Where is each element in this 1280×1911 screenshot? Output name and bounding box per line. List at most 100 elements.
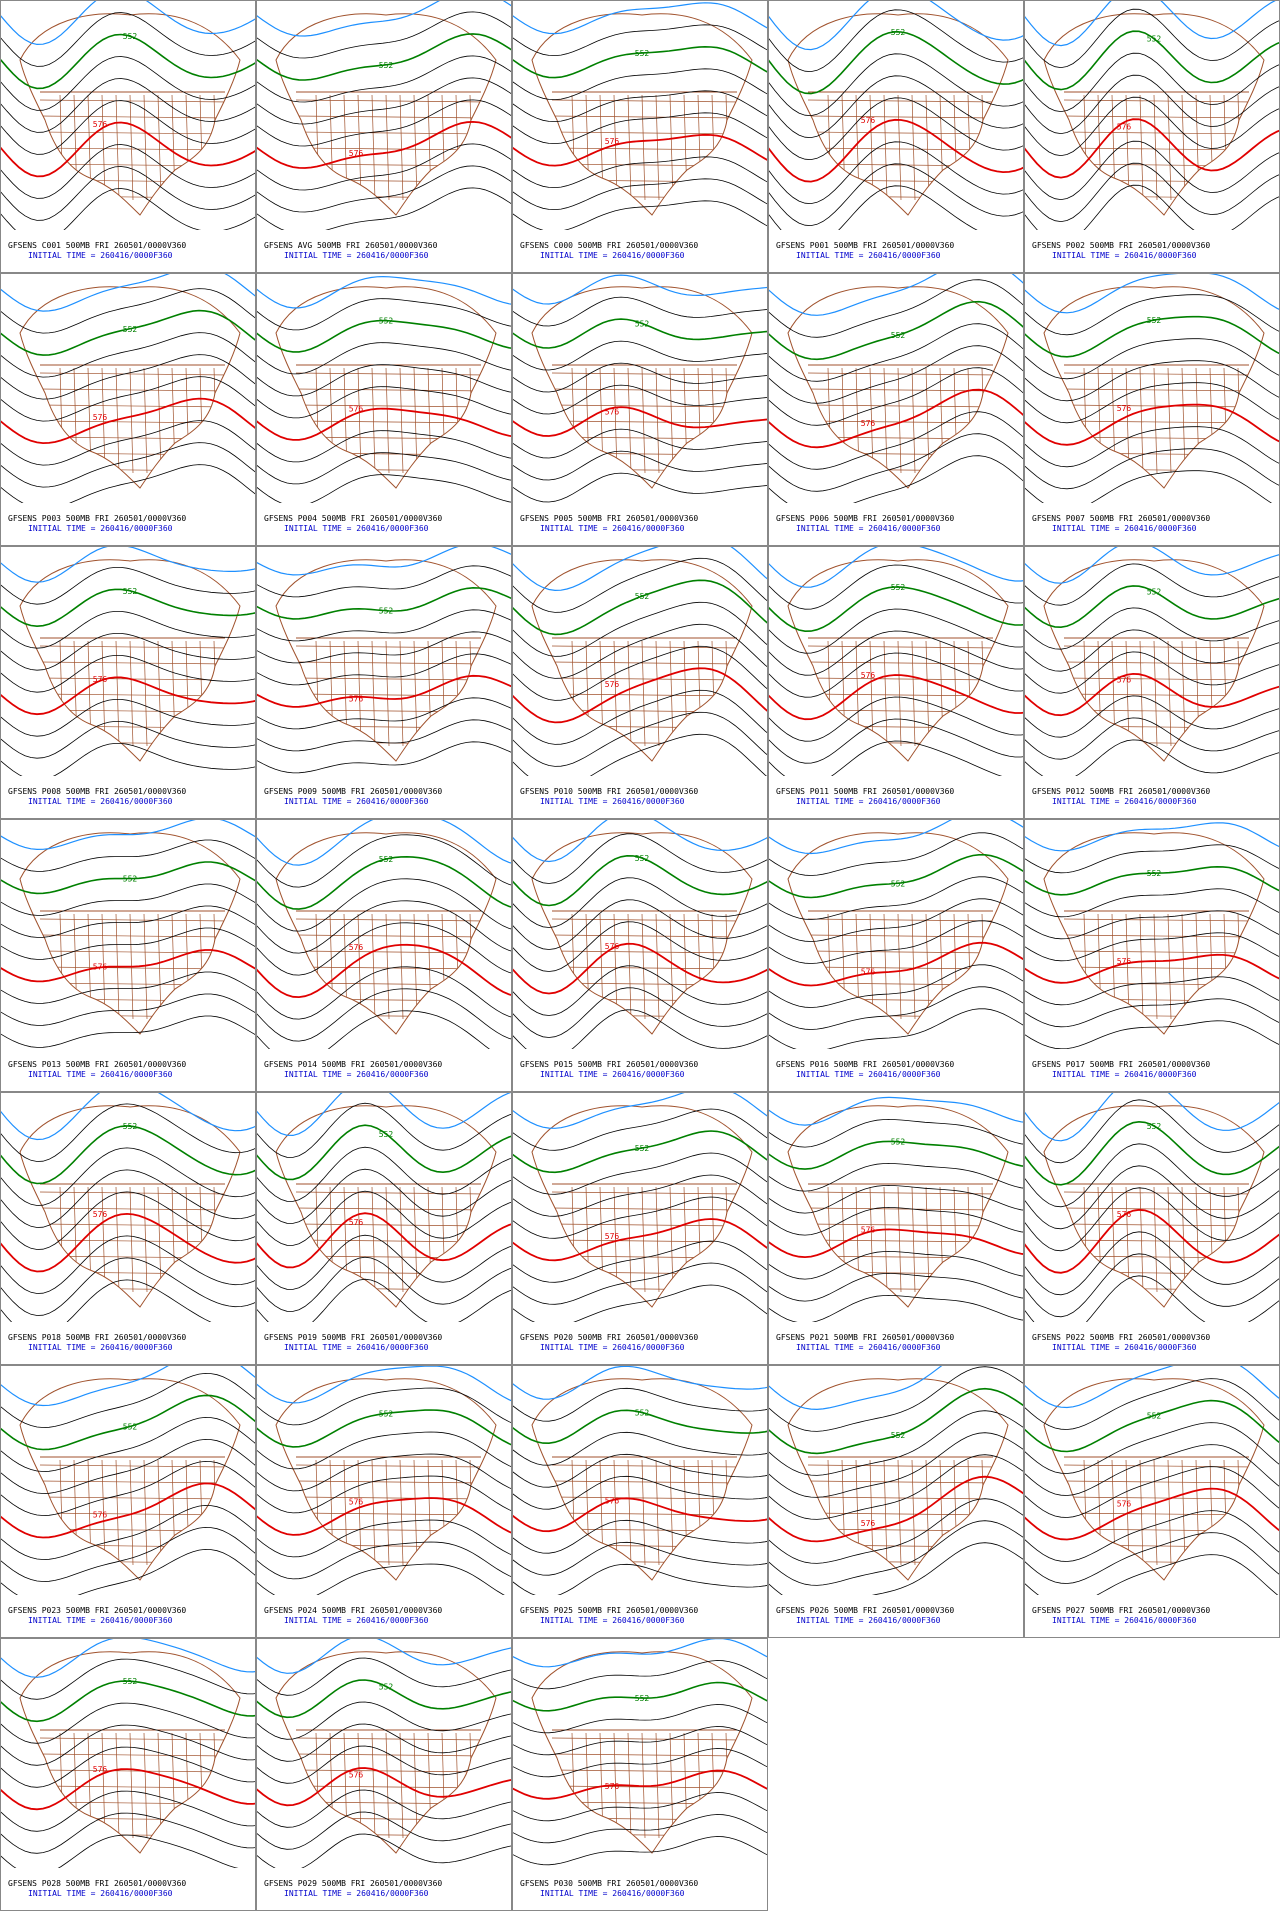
border: [343, 94, 348, 201]
border: [39, 950, 231, 954]
contour-label: 552: [891, 1138, 906, 1147]
border: [39, 1287, 231, 1291]
border: [669, 1732, 674, 1839]
border: [39, 147, 231, 151]
border: [39, 918, 231, 922]
contour-label: 576: [93, 1765, 108, 1774]
border: [585, 1186, 590, 1293]
panel-border: [768, 273, 1024, 546]
coastline: [19, 286, 241, 489]
contour: [1024, 607, 1280, 650]
panel-border: [0, 0, 256, 273]
border: [1063, 420, 1255, 424]
contour: [256, 1256, 512, 1312]
map-panel: 552 576 GFSENS P013 500MB FRI 260501/0000V…: [0, 819, 256, 1092]
border: [841, 913, 846, 1020]
contour: [0, 883, 256, 916]
border: [725, 1732, 730, 1839]
contour-label: 552: [635, 1409, 650, 1418]
border: [827, 913, 832, 1020]
init-time: INITIAL TIME = 260416/0000F360: [284, 524, 429, 533]
border: [157, 94, 162, 201]
state-lines: [807, 367, 999, 474]
contour: [512, 24, 768, 57]
border: [551, 1528, 743, 1532]
border: [669, 1459, 674, 1566]
contour: [0, 1103, 256, 1162]
contour-label: 576: [861, 419, 876, 428]
border: [1153, 94, 1158, 201]
contour-576: [256, 674, 512, 708]
border: [329, 1732, 334, 1839]
border: [39, 115, 231, 119]
border: [39, 1528, 231, 1532]
border: [683, 1459, 688, 1566]
map-area: 552 576: [1024, 546, 1280, 776]
contour: [0, 721, 256, 759]
panel-title: GFSENS P003 500MB FRI 260501/0000V360: [8, 514, 186, 523]
panel-title: GFSENS P024 500MB FRI 260501/0000V360: [264, 1606, 442, 1615]
border: [925, 913, 930, 1020]
contour-low: [0, 1092, 256, 1141]
contour: [512, 1726, 768, 1756]
border: [115, 1459, 120, 1566]
init-time: INITIAL TIME = 260416/0000F360: [1052, 1616, 1197, 1625]
panel-title: GFSENS P029 500MB FRI 260501/0000V360: [264, 1879, 442, 1888]
contour: [1024, 338, 1280, 380]
contour-label: 552: [635, 854, 650, 863]
contour-low: [512, 1638, 768, 1668]
contour-low: [0, 0, 256, 46]
coastline: [787, 286, 1009, 489]
border: [157, 1186, 162, 1293]
map-panel: 552 576 GFSENS P001 500MB FRI 260501/0000V…: [768, 0, 1024, 273]
contour-label: 552: [379, 607, 394, 616]
map-panel: 552 576 GFSENS P026 500MB FRI 260501/0000V…: [768, 1365, 1024, 1638]
map-area: 552 576: [768, 546, 1024, 776]
contour: [256, 988, 512, 1042]
contour: [0, 12, 256, 67]
panel-border: [768, 0, 1024, 273]
border: [413, 1459, 418, 1566]
contour: [512, 450, 768, 481]
border: [171, 94, 176, 201]
border: [599, 367, 604, 474]
border: [655, 913, 660, 1020]
init-time: INITIAL TIME = 260416/0000F360: [796, 524, 941, 533]
border: [455, 1732, 460, 1839]
contour-576: [256, 1767, 512, 1807]
contour: [0, 420, 256, 466]
contour-label: 576: [349, 1770, 364, 1779]
contour: [768, 1162, 1024, 1192]
map-panel: 552 576 GFSENS P008 500MB FRI 260501/0000V…: [0, 546, 256, 819]
border: [399, 367, 404, 474]
border: [315, 1186, 320, 1293]
border: [841, 367, 846, 474]
panel-title: GFSENS P019 500MB FRI 260501/0000V360: [264, 1333, 442, 1342]
contour-low: [256, 275, 512, 309]
border: [1083, 1186, 1088, 1293]
contour-552: [512, 1409, 768, 1445]
border: [911, 94, 916, 201]
init-time: INITIAL TIME = 260416/0000F360: [540, 251, 685, 260]
border: [655, 640, 660, 747]
border: [627, 640, 632, 747]
border: [1167, 1459, 1172, 1566]
contour-576: [0, 676, 256, 716]
contour-552: [1024, 315, 1280, 358]
border: [827, 1459, 832, 1566]
coastline: [19, 1378, 241, 1581]
contour: [0, 1191, 256, 1250]
contour: [256, 834, 512, 888]
border: [981, 367, 986, 474]
contour: [256, 1387, 512, 1426]
border: [807, 1191, 999, 1195]
border: [39, 1512, 231, 1516]
contour-label: 576: [349, 943, 364, 952]
border: [115, 94, 120, 201]
border: [1209, 1186, 1214, 1293]
state-lines: [295, 1459, 487, 1566]
contour: [0, 1504, 256, 1560]
contour-label: 576: [605, 680, 620, 689]
border: [807, 1480, 999, 1484]
border: [1063, 1560, 1255, 1564]
